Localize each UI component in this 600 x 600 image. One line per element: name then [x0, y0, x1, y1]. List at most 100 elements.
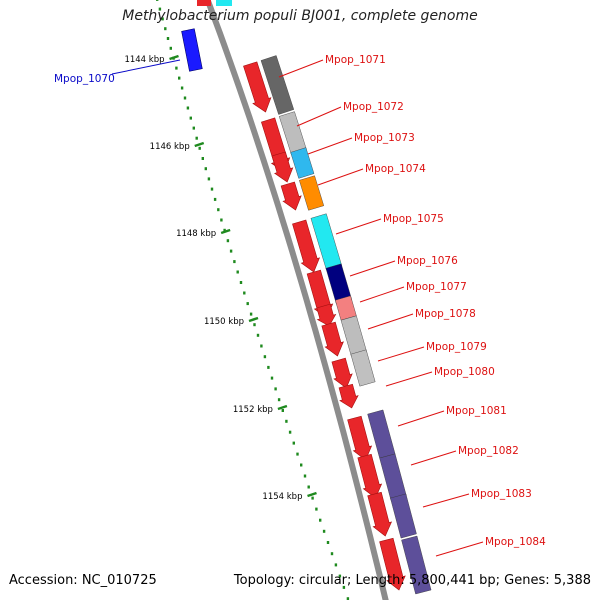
ruler-dot [156, 0, 159, 1]
category-box [390, 493, 417, 539]
ruler-dot [256, 333, 260, 337]
label-leader-line [410, 450, 457, 466]
ruler-dot [217, 208, 220, 212]
category-boxes [260, 55, 432, 595]
ruler-dot [158, 7, 162, 11]
ruler-dot [296, 452, 299, 456]
gene-label-mpop_1070: Mpop_1070 [54, 73, 115, 85]
ruler-major-tick [248, 316, 259, 323]
gene-label-mpop_1074: Mpop_1074 [365, 163, 426, 175]
gene-label-mpop_1079: Mpop_1079 [426, 341, 487, 353]
topology-text: Topology: circular; Length: 5,800,441 bp… [233, 573, 591, 588]
label-leader-line [385, 371, 433, 387]
gene-label-mpop_1078: Mpop_1078 [415, 308, 476, 320]
gene-label-mpop_1073: Mpop_1073 [354, 132, 415, 144]
ruler-dot [319, 518, 322, 522]
category-box [401, 535, 432, 595]
ruler-dot [326, 541, 330, 544]
gene-label-mpop_1081: Mpop_1081 [446, 405, 507, 417]
label-leader-line [335, 218, 382, 235]
gene-arrow [271, 151, 294, 183]
gene-arrow [347, 415, 373, 461]
gene-label-mpop_1071: Mpop_1071 [325, 54, 386, 66]
forward-genes [243, 61, 406, 591]
label-leader-line [296, 106, 342, 127]
label-leader-line [367, 313, 414, 330]
gene-label-mpop_1080: Mpop_1080 [434, 366, 495, 378]
ruler-dot [180, 86, 184, 90]
ruler-dot [338, 574, 342, 578]
ruler-dot [226, 239, 230, 243]
label-leader-line [377, 346, 425, 362]
ruler-dot [249, 312, 253, 316]
gene-label-mpop_1075: Mpop_1075 [383, 213, 444, 225]
category-box [379, 453, 407, 501]
ruler-label: 1150 kbp [204, 317, 244, 327]
ruler-dot [220, 218, 223, 222]
category-box [299, 175, 325, 211]
ruler-major-tick [277, 404, 288, 411]
ruler-dot [166, 37, 170, 40]
ruler-major-tick [169, 54, 179, 61]
gene-arrow [321, 321, 344, 357]
ruler-label: 1148 kbp [176, 229, 216, 239]
gene-arrow-top-fragment [197, 0, 211, 6]
ruler-dot [342, 585, 346, 589]
ruler-label: 1152 kbp [233, 405, 273, 415]
ruler-dot [229, 249, 233, 253]
ruler-dot [267, 365, 270, 369]
ruler-dot [239, 281, 243, 284]
ruler-dot [207, 177, 211, 181]
ruler-major-tick [220, 228, 231, 235]
label-leader-line [317, 168, 364, 186]
category-box [350, 349, 376, 387]
ruler-dot [201, 157, 204, 160]
ruler-ticks: 1144 kbp 1146 kbp 1148 kbp 1150 kbp 1152 kbp… [124, 0, 350, 600]
ruler-dot [303, 474, 307, 478]
genome-backbone [204, 0, 389, 600]
gene-arrow [357, 453, 383, 499]
gene-label-mpop_1082: Mpop_1082 [458, 445, 519, 457]
ruler-dot [330, 552, 334, 556]
category-box [340, 315, 367, 357]
category-box [290, 147, 315, 179]
category-box [367, 409, 396, 459]
ruler-label: 1144 kbp [124, 55, 164, 65]
ruler-dot [195, 136, 198, 140]
ruler-dot [210, 187, 214, 191]
ruler-dot [175, 66, 178, 70]
label-leader-line [359, 286, 405, 303]
gene-arrow [338, 383, 359, 409]
ruler-dot [288, 430, 292, 434]
ruler-dot [161, 17, 164, 21]
gene-label-mpop_1084: Mpop_1084 [485, 536, 546, 548]
ruler-dot [186, 106, 190, 110]
accession-text: Accession: NC_010725 [9, 573, 157, 588]
ruler-dot [253, 323, 256, 327]
map-title: Methylobacterium populi BJ001, complete … [122, 8, 478, 24]
ruler-major-tick [194, 141, 205, 148]
ruler-dot [233, 260, 236, 264]
ruler-label: 1154 kbp [262, 492, 302, 502]
label-leader-line [397, 410, 445, 427]
ruler-dot [270, 376, 274, 380]
ruler-dot [277, 398, 281, 402]
ruler-dot [236, 270, 239, 274]
ruler-dot [243, 291, 246, 295]
gene-label-mpop_1083: Mpop_1083 [471, 488, 532, 500]
ruler-dot [322, 529, 326, 533]
gene-arrow [379, 537, 406, 591]
ruler-dot [307, 485, 310, 489]
gene-arrow [331, 357, 353, 389]
ruler-dot [285, 419, 288, 423]
ruler-dot [334, 563, 338, 567]
ruler-dot [169, 46, 172, 50]
ruler-dot [204, 167, 207, 171]
gene-labels: Mpop_1070 Mpop_1071 Mpop_1072 Mpop_1073 Mpop… [54, 54, 546, 557]
gene-label-mpop_1072: Mpop_1072 [343, 101, 404, 113]
category-box-top-fragment [216, 0, 232, 6]
ruler-dot [223, 228, 226, 232]
gene-arrow [316, 303, 337, 327]
